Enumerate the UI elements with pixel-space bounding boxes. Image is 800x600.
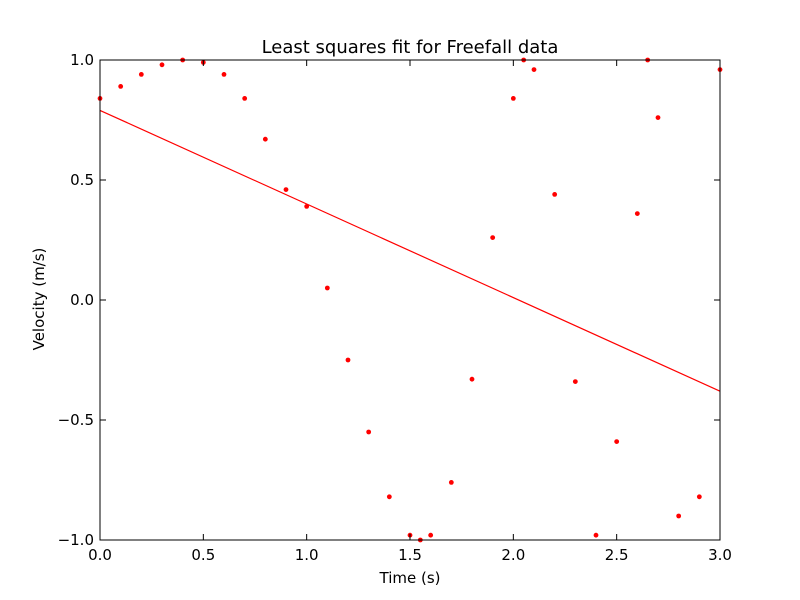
data-point — [593, 532, 599, 538]
x-tick-label: 1.0 — [295, 546, 319, 564]
data-point — [490, 235, 496, 241]
x-tick-label: 0.5 — [191, 546, 215, 564]
y-axis-label: Velocity (m/s) — [30, 248, 48, 351]
data-point — [324, 285, 330, 291]
data-point — [221, 72, 227, 77]
plot-frame — [99, 59, 721, 541]
x-tick-label: 0.0 — [88, 546, 112, 564]
data-point — [138, 72, 144, 77]
x-axis-ticks: 0.0 0.5 1.0 1.5 2.0 2.5 3.0 — [88, 60, 732, 564]
y-tick-label: 1.0 — [70, 51, 94, 69]
data-point — [696, 494, 702, 500]
data-point — [469, 376, 475, 382]
data-point — [634, 211, 640, 217]
data-point — [345, 357, 351, 363]
y-tick-label: −1.0 — [58, 531, 94, 549]
x-tick-label: 2.5 — [605, 546, 629, 564]
data-point — [386, 494, 392, 500]
x-tick-label: 3.0 — [708, 546, 732, 564]
data-point — [242, 96, 248, 101]
y-tick-label: −0.5 — [58, 411, 94, 429]
data-point — [159, 62, 165, 68]
y-tick-label: 0.5 — [70, 171, 94, 189]
data-point — [655, 115, 661, 120]
data-point — [304, 204, 310, 209]
data-point — [283, 187, 289, 193]
y-tick-label: 0.0 — [70, 291, 94, 309]
plot-content — [97, 57, 723, 543]
data-point — [572, 379, 578, 384]
data-point — [531, 67, 537, 72]
chart-title: Least squares fit for Freefall data — [262, 37, 559, 58]
y-axis-ticks: −1.0 −0.5 0.0 0.5 1.0 — [58, 51, 720, 549]
data-point — [614, 439, 620, 444]
x-tick-label: 1.5 — [398, 546, 422, 564]
data-point — [552, 192, 558, 197]
fit-line — [99, 109, 721, 392]
data-point — [676, 513, 682, 519]
data-point — [448, 480, 454, 485]
x-axis-label: Time (s) — [379, 569, 441, 587]
data-point — [366, 429, 372, 435]
x-tick-label: 2.0 — [501, 546, 525, 564]
data-point — [262, 136, 268, 142]
data-point — [510, 96, 516, 101]
data-point — [428, 532, 434, 538]
data-point — [118, 84, 124, 89]
